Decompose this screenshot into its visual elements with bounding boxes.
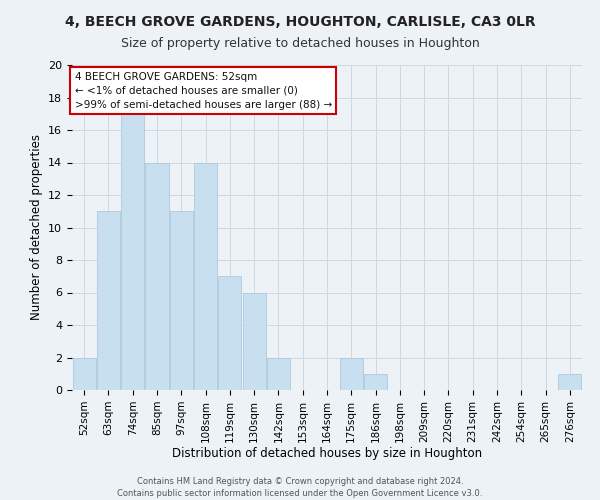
Y-axis label: Number of detached properties: Number of detached properties: [29, 134, 43, 320]
Bar: [364, 374, 387, 390]
Bar: [242, 292, 266, 390]
Bar: [170, 211, 193, 390]
Bar: [97, 211, 120, 390]
Text: 4, BEECH GROVE GARDENS, HOUGHTON, CARLISLE, CA3 0LR: 4, BEECH GROVE GARDENS, HOUGHTON, CARLIS…: [65, 15, 535, 29]
Bar: [73, 358, 95, 390]
Bar: [145, 162, 169, 390]
Text: Contains HM Land Registry data © Crown copyright and database right 2024.
Contai: Contains HM Land Registry data © Crown c…: [118, 476, 482, 498]
Text: Size of property relative to detached houses in Houghton: Size of property relative to detached ho…: [121, 38, 479, 51]
Bar: [340, 358, 363, 390]
Bar: [267, 358, 290, 390]
Bar: [194, 162, 217, 390]
Text: 4 BEECH GROVE GARDENS: 52sqm
← <1% of detached houses are smaller (0)
>99% of se: 4 BEECH GROVE GARDENS: 52sqm ← <1% of de…: [74, 72, 332, 110]
X-axis label: Distribution of detached houses by size in Houghton: Distribution of detached houses by size …: [172, 448, 482, 460]
Bar: [559, 374, 581, 390]
Bar: [218, 276, 241, 390]
Bar: [121, 114, 144, 390]
